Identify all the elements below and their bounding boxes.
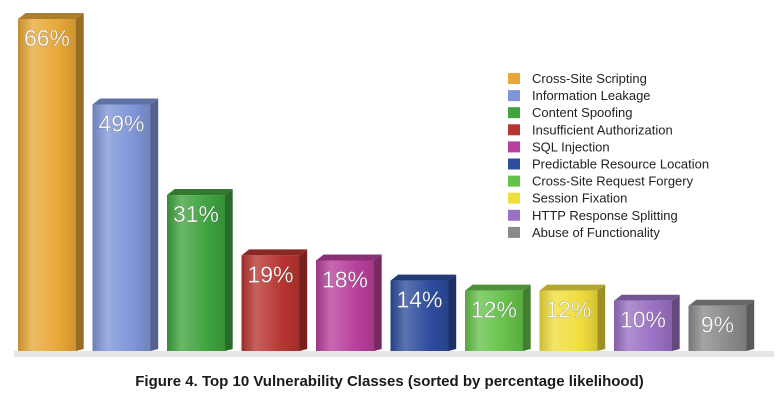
chart-caption: Figure 4. Top 10 Vulnerability Classes (… [135,373,644,390]
legend-item-5: SQL Injection [508,139,610,154]
legend-swatch-10 [508,226,520,238]
bar-side-7 [523,284,531,351]
bar-front-5 [316,260,374,351]
legend-label-9: HTTP Response Splitting [532,208,678,223]
legend-item-9: HTTP Response Splitting [508,208,678,223]
bar-value-label-10: 9% [701,312,734,338]
legend-swatch-4 [508,124,520,136]
bar-front-6 [390,280,449,351]
bar-side-4 [299,249,308,351]
legend-label-1: Cross-Site Scripting [532,71,647,86]
bar-top-3 [167,189,233,196]
legend-swatch-5 [508,141,520,153]
bar-4: 19% [241,249,308,351]
legend-swatch-3 [508,107,520,119]
bar-front-7 [465,290,523,351]
bar-top-4 [241,249,308,256]
bar-side-1 [76,13,84,351]
bar-top-1 [18,13,84,19]
bar-value-label-2: 49% [98,111,144,137]
bar-value-label-4: 19% [247,261,293,287]
bar-top-9 [614,294,680,301]
bar-value-label-7: 12% [471,297,517,323]
bar-2: 49% [92,98,159,351]
bar-value-label-8: 12% [545,297,591,323]
legend-label-8: Session Fixation [532,191,627,206]
legend-item-1: Cross-Site Scripting [508,71,647,86]
legend-label-7: Cross-Site Request Forgery [532,174,694,189]
bar-front-1 [18,19,76,351]
bar-front-8 [539,290,598,351]
legend-item-2: Information Leakage [508,88,651,103]
legend-swatch-8 [508,192,520,204]
legend-item-7: Cross-Site Request Forgery [508,174,694,189]
legend-swatch-2 [508,90,520,102]
bar-value-label-3: 31% [173,201,219,227]
bar-front-9 [614,300,672,351]
bar-top-6 [390,274,457,281]
bar-side-9 [672,294,680,351]
legend-label-5: SQL Injection [532,139,610,154]
bar-6: 14% [390,274,457,351]
bar-top-8 [539,284,606,291]
legend-label-3: Content Spoofing [532,105,632,120]
legend-label-2: Information Leakage [532,88,651,103]
bar-side-2 [150,98,159,351]
legend-label-10: Abuse of Functionality [532,225,660,240]
bar-value-label-6: 14% [396,287,442,313]
bar-3: 31% [167,189,233,351]
legend-swatch-6 [508,158,520,170]
legend-swatch-1 [508,73,520,84]
chart-legend: Cross-Site Scripting Information Leakage C… [508,71,709,240]
bar-front-3 [167,195,225,351]
bar-front-4 [241,255,300,351]
bar-1: 66% [18,13,84,351]
bar-top-5 [316,254,382,261]
legend-item-8: Session Fixation [508,191,627,206]
bar-value-label-5: 18% [322,266,368,292]
legend-item-3: Content Spoofing [508,105,632,120]
legend-item-4: Insufficient Authorization [508,122,673,137]
legend-label-6: Predictable Resource Location [532,157,709,172]
bar-side-6 [448,274,457,351]
bar-top-10 [688,299,755,306]
legend-swatch-9 [508,209,520,221]
bar-8: 12% [539,284,606,351]
legend-swatch-7 [508,175,520,187]
bar-10: 9% [688,299,755,351]
bar-side-10 [746,299,755,351]
bar-value-label-9: 10% [620,307,666,333]
legend-label-4: Insufficient Authorization [532,122,673,137]
bar-side-8 [597,284,606,351]
bar-side-3 [225,189,233,351]
bar-side-5 [374,254,382,351]
bar-front-10 [688,305,747,351]
legend-item-10: Abuse of Functionality [508,225,660,240]
bar-value-label-1: 66% [24,25,70,51]
chart-floor [14,351,774,357]
bar-5: 18% [316,254,382,351]
bar-top-7 [465,284,531,291]
legend-item-6: Predictable Resource Location [508,157,709,172]
bar-9: 10% [614,294,680,351]
bar-7: 12% [465,284,531,351]
bar-front-2 [92,104,151,351]
bar-top-2 [92,98,159,105]
